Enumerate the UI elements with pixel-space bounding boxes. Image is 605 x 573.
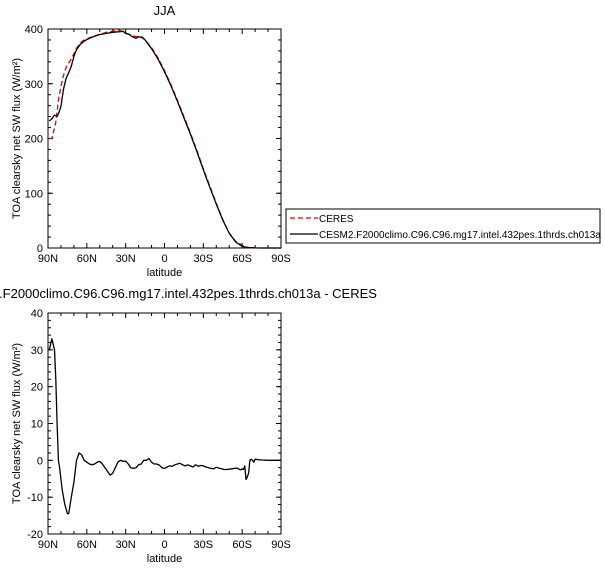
difference-chart-title: .F2000climo.C96.C96.mg17.intel.432pes.1t… xyxy=(0,286,377,301)
x-tick-label: 90N xyxy=(38,539,58,551)
legend-box xyxy=(285,208,601,244)
legend: CERES CESM2.F2000climo.C96.C96.mg17.intel… xyxy=(285,208,601,244)
top-chart-panel: JJA 90N 60N 30N 0 30S 60S 90S 0 100 200 300 400 latit… xyxy=(11,3,291,279)
x-tick-label: 60S xyxy=(232,253,252,265)
x-tick-label: 30S xyxy=(194,539,214,551)
legend-label-1: CESM2.F2000climo.C96.C96.mg17.intel.432p… xyxy=(319,230,601,241)
x-tick-label: 0 xyxy=(161,253,167,265)
x-tick-label: 30N xyxy=(116,253,136,265)
y-tick-label: 400 xyxy=(25,24,43,36)
legend-label-0: CERES xyxy=(319,214,354,225)
y-tick-label: 0 xyxy=(37,243,43,255)
x-tick-label: 90N xyxy=(38,253,58,265)
y-tick-label: 200 xyxy=(25,134,43,146)
x-axis-title: latitude xyxy=(147,267,182,279)
difference-line xyxy=(48,338,281,515)
x-tick-label: 60S xyxy=(232,539,252,551)
y-tick-label: 30 xyxy=(31,345,43,357)
x-axis-title: latitude xyxy=(147,553,182,565)
y-tick-label: -10 xyxy=(27,492,43,504)
x-tick-label: 30S xyxy=(194,253,214,265)
chart-title: JJA xyxy=(154,3,176,18)
y-tick-label: 20 xyxy=(31,382,43,394)
x-tick-label: 30N xyxy=(116,539,136,551)
x-tick-label: 60N xyxy=(77,539,97,551)
bottom-chart-panel: .F2000climo.C96.C96.mg17.intel.432pes.1t… xyxy=(0,286,377,565)
y-tick-label: 0 xyxy=(37,455,43,467)
plot-frame xyxy=(47,312,282,535)
y-tick-label: 40 xyxy=(31,308,43,320)
x-tick-label: 0 xyxy=(161,539,167,551)
x-tick-label: 90S xyxy=(271,539,291,551)
y-tick-label: 300 xyxy=(25,79,43,91)
plot-frame xyxy=(47,28,282,249)
series-line-1 xyxy=(48,30,281,249)
x-tick-label: 90S xyxy=(271,253,291,265)
y-axis-title: TOA clearsky net SW flux (W/m²) xyxy=(11,343,23,504)
y-tick-label: 10 xyxy=(31,419,43,431)
y-axis-title: TOA clearsky net SW flux (W/m²) xyxy=(11,58,23,219)
y-tick-label: -20 xyxy=(27,529,43,541)
series-line-0 xyxy=(49,29,281,249)
y-tick-label: 100 xyxy=(25,188,43,200)
x-tick-label: 60N xyxy=(77,253,97,265)
